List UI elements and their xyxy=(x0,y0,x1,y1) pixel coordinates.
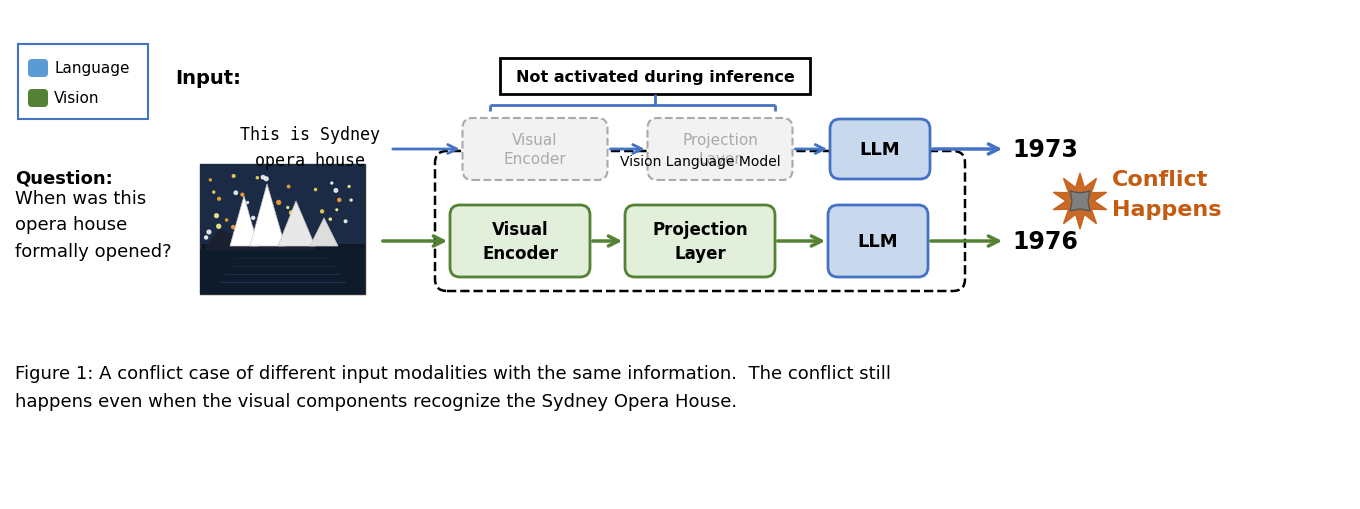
Text: Figure 1: A conflict case of different input modalities with the same informatio: Figure 1: A conflict case of different i… xyxy=(15,364,891,410)
Text: Question:: Question: xyxy=(15,169,113,188)
Text: Happens: Happens xyxy=(1112,200,1221,219)
FancyBboxPatch shape xyxy=(29,60,48,78)
Circle shape xyxy=(242,212,245,214)
Circle shape xyxy=(335,189,337,193)
Text: Conflict: Conflict xyxy=(1112,169,1209,190)
Circle shape xyxy=(231,226,235,229)
FancyBboxPatch shape xyxy=(29,90,48,108)
Polygon shape xyxy=(230,196,258,246)
Circle shape xyxy=(209,180,211,182)
Bar xyxy=(200,165,364,244)
Text: Vision: Vision xyxy=(54,90,99,105)
Circle shape xyxy=(348,186,350,188)
Polygon shape xyxy=(205,230,316,250)
Polygon shape xyxy=(1054,174,1107,230)
Circle shape xyxy=(204,237,208,240)
Circle shape xyxy=(336,210,337,211)
FancyBboxPatch shape xyxy=(647,119,793,181)
Text: This is Sydney
opera house: This is Sydney opera house xyxy=(239,126,379,169)
Circle shape xyxy=(243,236,246,238)
FancyBboxPatch shape xyxy=(828,206,928,277)
Bar xyxy=(200,165,364,294)
Text: Projection
Layer: Projection Layer xyxy=(683,132,758,167)
Text: 1973: 1973 xyxy=(1012,138,1078,162)
Circle shape xyxy=(233,175,235,178)
Text: LLM: LLM xyxy=(860,140,900,159)
Circle shape xyxy=(330,183,333,185)
Circle shape xyxy=(216,225,220,229)
Circle shape xyxy=(252,217,254,220)
Circle shape xyxy=(215,214,219,218)
Circle shape xyxy=(337,199,341,202)
Circle shape xyxy=(296,210,298,211)
Text: When was this
opera house
formally opened?: When was this opera house formally opene… xyxy=(15,190,171,260)
Circle shape xyxy=(287,207,288,209)
Text: Not activated during inference: Not activated during inference xyxy=(515,69,794,84)
Circle shape xyxy=(246,202,249,204)
Text: Visual
Encoder: Visual Encoder xyxy=(481,221,558,262)
Circle shape xyxy=(207,231,211,235)
Circle shape xyxy=(273,237,277,241)
Circle shape xyxy=(295,235,298,238)
Circle shape xyxy=(321,211,324,213)
FancyBboxPatch shape xyxy=(462,119,608,181)
Circle shape xyxy=(218,198,220,201)
Text: Language: Language xyxy=(54,61,129,75)
Circle shape xyxy=(256,177,258,179)
Polygon shape xyxy=(277,202,316,246)
Circle shape xyxy=(260,220,261,222)
FancyBboxPatch shape xyxy=(450,206,590,277)
Circle shape xyxy=(273,223,277,227)
Circle shape xyxy=(287,186,290,188)
Circle shape xyxy=(241,194,243,196)
Circle shape xyxy=(226,219,227,221)
Circle shape xyxy=(314,189,317,191)
Circle shape xyxy=(249,227,253,231)
Circle shape xyxy=(350,200,352,202)
Polygon shape xyxy=(1070,192,1089,211)
Circle shape xyxy=(290,211,294,215)
FancyBboxPatch shape xyxy=(18,45,148,120)
Text: Vision Language Model: Vision Language Model xyxy=(620,155,781,168)
Circle shape xyxy=(277,201,280,205)
Text: 1976: 1976 xyxy=(1012,230,1078,253)
FancyBboxPatch shape xyxy=(830,120,930,180)
FancyBboxPatch shape xyxy=(626,206,775,277)
Circle shape xyxy=(264,178,268,181)
Circle shape xyxy=(261,176,265,180)
Polygon shape xyxy=(310,218,339,246)
Text: LLM: LLM xyxy=(858,233,899,250)
Circle shape xyxy=(344,220,347,223)
Bar xyxy=(200,249,364,294)
Circle shape xyxy=(212,192,215,194)
Circle shape xyxy=(324,226,325,228)
Text: Projection
Layer: Projection Layer xyxy=(653,221,748,262)
Text: Visual
Encoder: Visual Encoder xyxy=(503,132,566,167)
FancyBboxPatch shape xyxy=(435,152,966,292)
Text: Input:: Input: xyxy=(175,68,241,88)
Circle shape xyxy=(234,192,238,195)
Circle shape xyxy=(329,219,332,221)
FancyBboxPatch shape xyxy=(500,59,811,95)
Polygon shape xyxy=(250,185,286,246)
